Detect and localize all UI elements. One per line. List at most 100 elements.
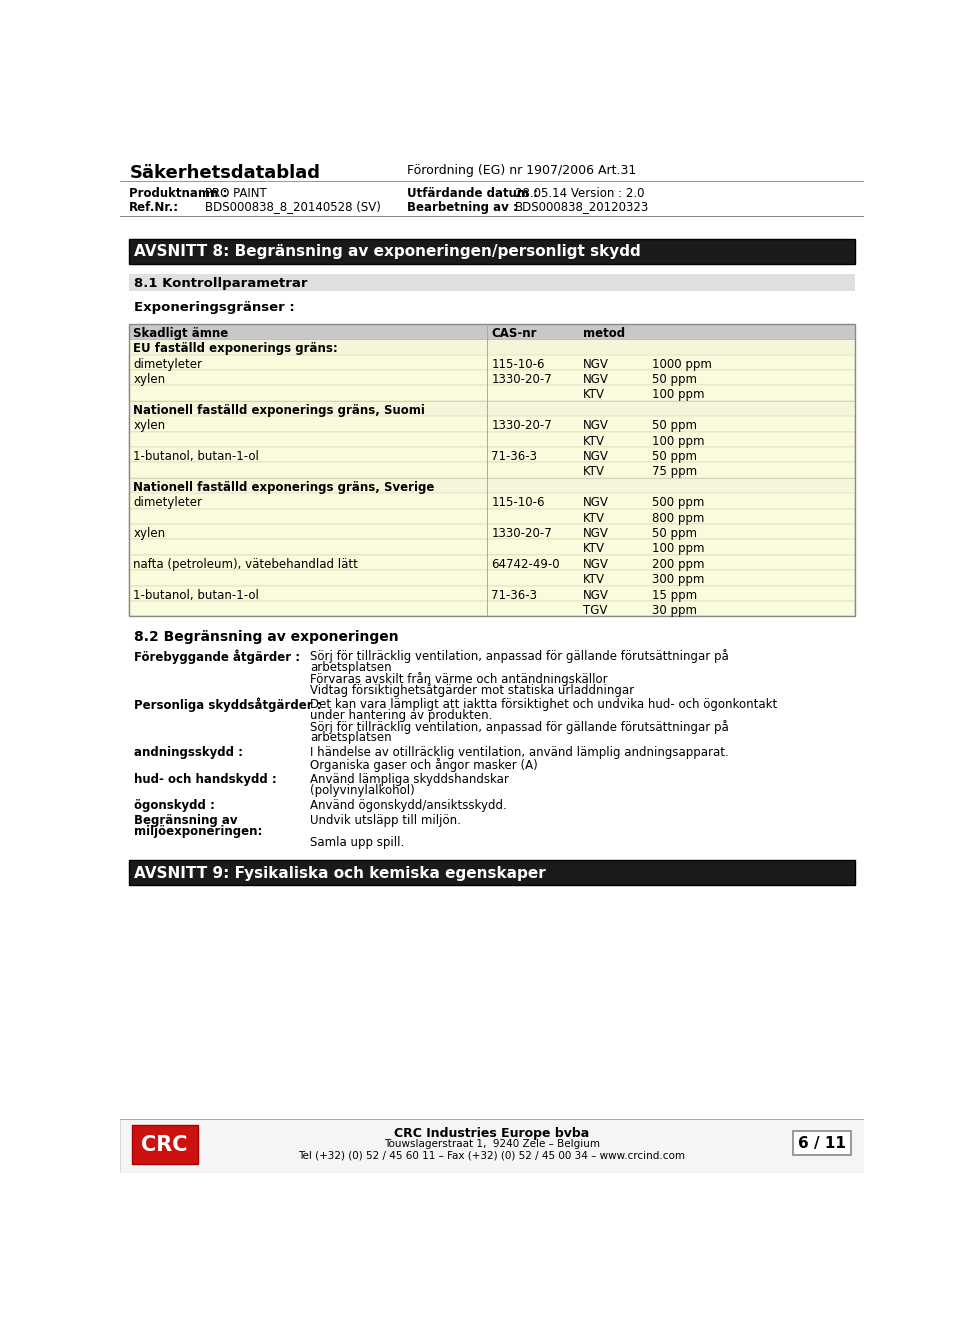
Text: (polyvinylalkohol): (polyvinylalkohol) — [310, 784, 415, 797]
Text: 71-36-3: 71-36-3 — [492, 589, 538, 601]
Bar — [130, 509, 854, 525]
Text: NGV: NGV — [583, 589, 609, 601]
Text: TGV: TGV — [583, 604, 607, 617]
Text: Utfärdande datum :: Utfärdande datum : — [407, 187, 538, 200]
Text: CRC: CRC — [141, 1135, 188, 1155]
Text: Använd ögonskydd/ansiktsskydd.: Använd ögonskydd/ansiktsskydd. — [310, 799, 507, 812]
Text: xylen: xylen — [133, 419, 165, 432]
Text: Det kan vara lämpligt att iaktta försiktighet och undvika hud- och ögonkontakt: Det kan vara lämpligt att iaktta försikt… — [310, 699, 778, 710]
Text: hud- och handskydd :: hud- och handskydd : — [134, 772, 276, 786]
Text: NGV: NGV — [583, 496, 609, 509]
Text: 64742-49-0: 64742-49-0 — [492, 558, 560, 571]
Bar — [130, 339, 854, 355]
Bar — [130, 861, 854, 886]
Text: Organiska gaser och ångor masker (A): Organiska gaser och ångor masker (A) — [310, 758, 538, 771]
Text: 1000 ppm: 1000 ppm — [653, 357, 712, 370]
Bar — [130, 601, 854, 617]
Bar — [130, 463, 854, 477]
Text: Säkerhetsdatablad: Säkerhetsdatablad — [130, 163, 321, 182]
Text: CAS-nr: CAS-nr — [492, 327, 537, 340]
Bar — [130, 555, 854, 571]
Bar — [130, 416, 854, 431]
Text: Nationell faställd exponerings gräns, Suomi: Nationell faställd exponerings gräns, Su… — [133, 403, 425, 416]
Text: 500 ppm: 500 ppm — [653, 496, 705, 509]
Text: 115-10-6: 115-10-6 — [492, 357, 544, 370]
Text: I händelse av otillräcklig ventilation, använd lämplig andningsapparat.: I händelse av otillräcklig ventilation, … — [310, 746, 729, 759]
Text: Förvaras avskilt från värme och antändningskällor: Förvaras avskilt från värme och antändni… — [310, 672, 608, 685]
Text: 50 ppm: 50 ppm — [653, 373, 697, 386]
Text: Vidtag försiktighetsåtgärder mot statiska urladdningar: Vidtag försiktighetsåtgärder mot statisk… — [310, 683, 634, 697]
Bar — [130, 447, 854, 463]
Text: under hantering av produkten.: under hantering av produkten. — [310, 709, 492, 722]
Bar — [130, 401, 854, 416]
Text: CRC Industries Europe bvba: CRC Industries Europe bvba — [395, 1127, 589, 1140]
Bar — [130, 493, 854, 509]
Text: 50 ppm: 50 ppm — [653, 449, 697, 463]
Text: 100 ppm: 100 ppm — [653, 435, 705, 448]
Text: 75 ppm: 75 ppm — [653, 465, 698, 478]
Text: Förebyggande åtgärder :: Förebyggande åtgärder : — [134, 650, 300, 664]
Text: KTV: KTV — [583, 389, 605, 402]
Text: Förordning (EG) nr 1907/2006 Art.31: Förordning (EG) nr 1907/2006 Art.31 — [407, 163, 636, 177]
Text: 200 ppm: 200 ppm — [653, 558, 705, 571]
Text: Använd lämpliga skyddshandskar: Använd lämpliga skyddshandskar — [310, 772, 509, 786]
Bar — [130, 324, 854, 617]
Text: Bearbetning av :: Bearbetning av : — [407, 200, 517, 214]
Text: 1330-20-7: 1330-20-7 — [492, 527, 552, 540]
Bar — [130, 355, 854, 370]
Text: Sörj för tillräcklig ventilation, anpassad för gällande förutsättningar på: Sörj för tillräcklig ventilation, anpass… — [310, 650, 729, 663]
Text: andningsskydd :: andningsskydd : — [134, 746, 243, 759]
Text: Tel (+32) (0) 52 / 45 60 11 – Fax (+32) (0) 52 / 45 00 34 – www.crcind.com: Tel (+32) (0) 52 / 45 60 11 – Fax (+32) … — [299, 1151, 685, 1161]
Text: Skadligt ämne: Skadligt ämne — [133, 327, 228, 340]
Bar — [130, 571, 854, 585]
Text: 8.2 Begränsning av exponeringen: 8.2 Begränsning av exponeringen — [134, 630, 398, 645]
Text: NGV: NGV — [583, 373, 609, 386]
Bar — [130, 477, 854, 493]
Text: 300 ppm: 300 ppm — [653, 573, 705, 587]
Text: Exponeringsgränser :: Exponeringsgränser : — [134, 301, 295, 314]
Text: ögonskydd :: ögonskydd : — [134, 799, 215, 812]
Text: arbetsplatsen: arbetsplatsen — [310, 731, 392, 745]
Text: 50 ppm: 50 ppm — [653, 527, 697, 540]
Text: 100 ppm: 100 ppm — [653, 543, 705, 555]
Text: 8.1 Kontrollparametrar: 8.1 Kontrollparametrar — [134, 277, 307, 290]
Text: Produktnamn :: Produktnamn : — [130, 187, 228, 200]
Text: NGV: NGV — [583, 527, 609, 540]
Text: xylen: xylen — [133, 527, 165, 540]
Text: NGV: NGV — [583, 449, 609, 463]
Text: BDS000838_20120323: BDS000838_20120323 — [516, 200, 650, 214]
Text: KTV: KTV — [583, 511, 605, 525]
Text: Begränsning av: Begränsning av — [134, 813, 237, 826]
Bar — [793, 1131, 851, 1156]
Text: 1-butanol, butan-1-ol: 1-butanol, butan-1-ol — [133, 589, 259, 601]
Bar — [130, 385, 854, 401]
Text: KTV: KTV — [583, 465, 605, 478]
Text: NGV: NGV — [583, 357, 609, 370]
Text: KTV: KTV — [583, 435, 605, 448]
Bar — [130, 324, 854, 339]
Bar — [130, 431, 854, 447]
Text: 15 ppm: 15 ppm — [653, 589, 698, 601]
Text: miljöexponeringen:: miljöexponeringen: — [134, 825, 262, 838]
Text: 71-36-3: 71-36-3 — [492, 449, 538, 463]
Text: KTV: KTV — [583, 573, 605, 587]
Text: NGV: NGV — [583, 419, 609, 432]
Text: PRO PAINT: PRO PAINT — [205, 187, 267, 200]
Bar — [130, 585, 854, 601]
Text: NGV: NGV — [583, 558, 609, 571]
Text: 30 ppm: 30 ppm — [653, 604, 697, 617]
Text: Undvik utsläpp till miljön.: Undvik utsläpp till miljön. — [310, 813, 461, 826]
Bar — [130, 274, 854, 290]
Text: 1-butanol, butan-1-ol: 1-butanol, butan-1-ol — [133, 449, 259, 463]
Text: xylen: xylen — [133, 373, 165, 386]
Text: 1330-20-7: 1330-20-7 — [492, 419, 552, 432]
Text: EU faställd exponerings gräns:: EU faställd exponerings gräns: — [133, 343, 338, 355]
Text: Nationell faställd exponerings gräns, Sverige: Nationell faställd exponerings gräns, Sv… — [133, 481, 435, 494]
Text: 1330-20-7: 1330-20-7 — [492, 373, 552, 386]
Text: KTV: KTV — [583, 543, 605, 555]
Bar — [120, 1119, 864, 1173]
Text: 100 ppm: 100 ppm — [653, 389, 705, 402]
Text: 115-10-6: 115-10-6 — [492, 496, 544, 509]
Text: dimetyleter: dimetyleter — [133, 357, 203, 370]
Text: Sörj för tillräcklig ventilation, anpassad för gällande förutsättningar på: Sörj för tillräcklig ventilation, anpass… — [310, 720, 729, 734]
